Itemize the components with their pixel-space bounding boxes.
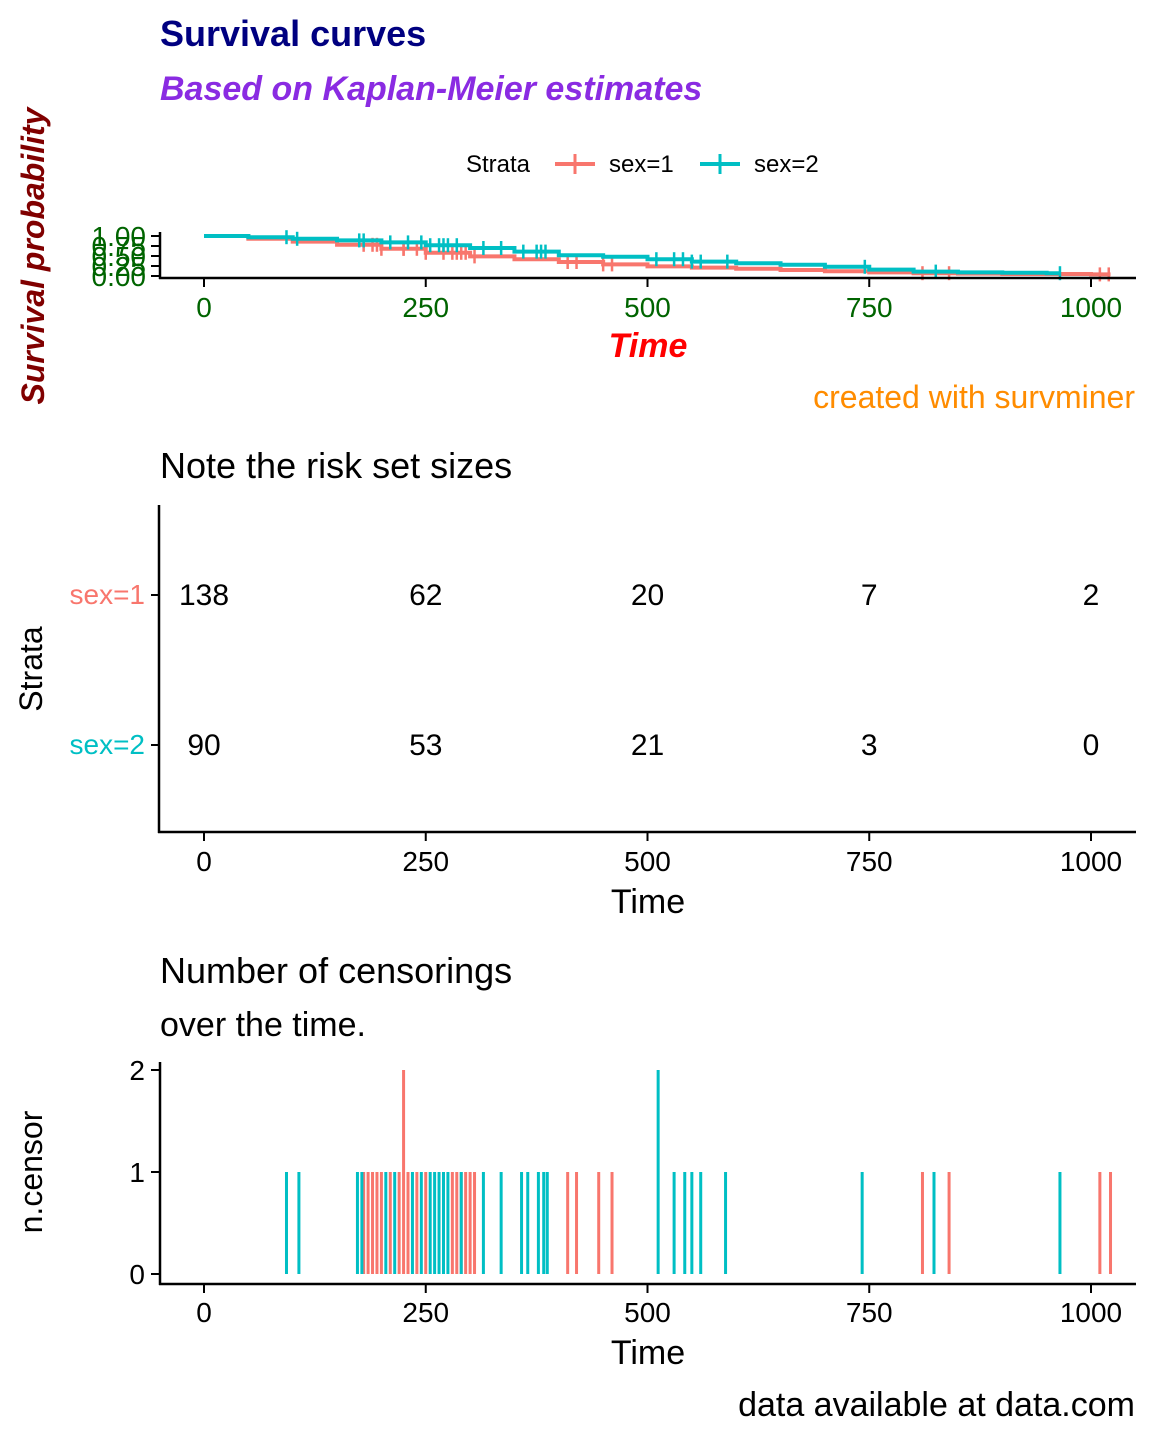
censor-y-axis-label: n.censor [13, 1110, 49, 1233]
x-tick-label: 1000 [1060, 1297, 1122, 1328]
x-tick-label: 500 [624, 846, 671, 877]
legend: Strata sex=1 sex=2 [466, 151, 819, 178]
censor-x-ticks: 0 250 500 750 1000 [196, 1285, 1122, 1328]
risk-row-label-sex1: sex=1 [70, 579, 146, 610]
censor-y-ticks: 0 1 2 [129, 1055, 160, 1290]
x-tick-label: 750 [846, 292, 893, 323]
x-tick-label: 500 [624, 292, 671, 323]
risk-cell: 21 [631, 729, 664, 762]
risk-table-title: Note the risk set sizes [160, 445, 512, 486]
risk-table-panel: Note the risk set sizes sex=1 sex=2 138 6… [13, 445, 1136, 921]
y-tick-label: 2 [129, 1055, 145, 1086]
x-tick-label: 0 [196, 846, 212, 877]
x-tick-label: 250 [402, 846, 449, 877]
legend-title: Strata [466, 151, 531, 178]
survival-title: Survival curves [160, 13, 426, 54]
risk-cell: 90 [187, 729, 220, 762]
y-tick-label: 0.50 [92, 241, 147, 272]
y-tick-label: 1.00 [92, 221, 147, 252]
x-tick-label: 1000 [1060, 292, 1122, 323]
survival-x-ticks: 0 250 500 750 1000 [196, 279, 1122, 323]
risk-table-x-ticks: 0 250 500 750 1000 [196, 833, 1122, 877]
legend-label-sex1: sex=1 [609, 151, 674, 178]
x-tick-label: 750 [846, 846, 893, 877]
risk-table-x-axis-label: Time [611, 883, 685, 921]
risk-cell: 20 [631, 579, 664, 612]
legend-label-sex2: sex=2 [754, 151, 819, 178]
risk-cell: 2 [1083, 579, 1100, 612]
x-tick-label: 750 [846, 1297, 893, 1328]
x-tick-label: 500 [624, 1297, 671, 1328]
x-tick-label: 1000 [1060, 846, 1122, 877]
censor-panel: Number of censorings over the time. 0 250… [13, 950, 1136, 1424]
survival-plot-area [204, 230, 1111, 282]
risk-table-cells: 138 62 20 7 2 90 53 21 3 0 [179, 579, 1099, 762]
censor-plot-area [284, 1070, 1113, 1274]
risk-table-y-axis-label: Strata [13, 626, 49, 712]
risk-cell: 3 [861, 729, 878, 762]
risk-row-label-sex2: sex=2 [70, 729, 146, 760]
survival-y-ticks: 0.000.250.500.751.00 [92, 221, 160, 292]
censor-subtitle: over the time. [160, 1006, 366, 1044]
survival-subtitle: Based on Kaplan-Meier estimates [160, 70, 702, 108]
censor-title: Number of censorings [160, 950, 512, 991]
risk-cell: 7 [861, 579, 878, 612]
censor-x-axis-label: Time [611, 1334, 685, 1372]
x-tick-label: 0 [196, 292, 212, 323]
risk-cell: 0 [1083, 729, 1100, 762]
survival-x-axis-label: Time [609, 327, 688, 365]
survival-caption: created with survminer [813, 379, 1135, 415]
x-tick-label: 250 [402, 292, 449, 323]
y-tick-label: 0.00 [92, 261, 147, 292]
censor-caption: data available at data.com [738, 1386, 1135, 1424]
risk-cell: 53 [409, 729, 442, 762]
x-tick-label: 250 [402, 1297, 449, 1328]
y-tick-label: 0.25 [92, 251, 147, 282]
survival-y-axis-label: Survival probability [15, 105, 51, 404]
risk-cell: 138 [179, 579, 229, 612]
survival-curve-panel: Survival curves Based on Kaplan-Meier es… [15, 13, 1136, 415]
y-tick-label: 1 [129, 1157, 145, 1188]
risk-cell: 62 [409, 579, 442, 612]
x-tick-label: 0 [196, 1297, 212, 1328]
y-tick-label: 0 [129, 1259, 145, 1290]
y-tick-label: 0.75 [92, 231, 147, 262]
